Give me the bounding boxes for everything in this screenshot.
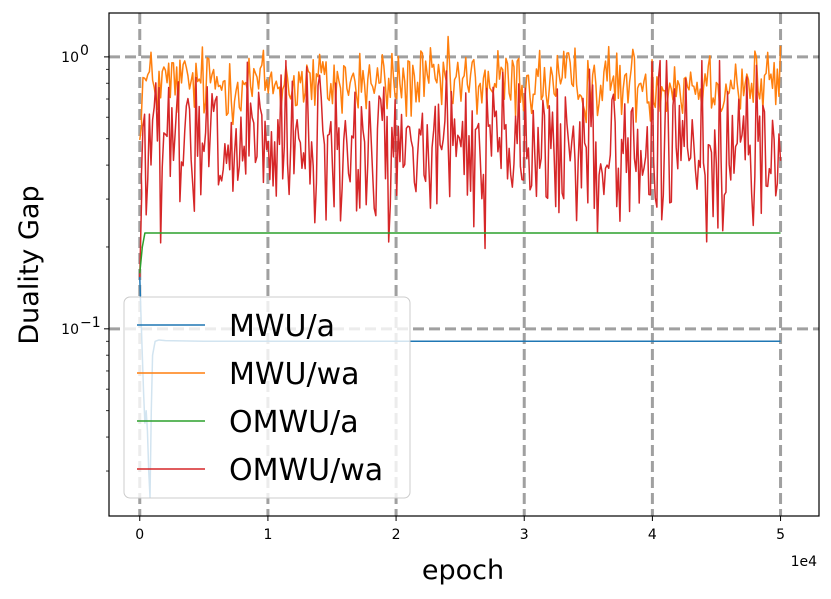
x-tick-label: 4 — [648, 527, 657, 543]
series-line-omwu-a — [139, 232, 781, 274]
x-axis-ticks: 0 1 2 3 4 5 — [135, 516, 785, 543]
series-line-mwu-wa — [139, 35, 782, 141]
y-tick-exponent: 0 — [80, 43, 89, 59]
y-tick-label: 10 — [61, 50, 79, 66]
legend-label: OMWU/a — [229, 405, 359, 440]
x-tick-label: 0 — [135, 527, 144, 543]
series-line-omwu-wa — [139, 59, 782, 279]
x-tick-label: 5 — [776, 527, 785, 543]
legend-label: OMWU/wa — [229, 453, 383, 488]
legend-label: MWU/wa — [229, 357, 360, 392]
legend-label: MWU/a — [229, 309, 335, 344]
legend: MWU/a MWU/wa OMWU/a OMWU/wa — [123, 296, 411, 499]
legend-box — [123, 296, 411, 499]
y-tick-exponent: −1 — [80, 315, 101, 331]
plot-frame — [108, 12, 820, 517]
y-axis-title: Duality Gap — [14, 185, 45, 344]
x-axis-offset-label: 1e4 — [791, 554, 818, 570]
x-tick-label: 1 — [263, 527, 272, 543]
y-tick-label: 10 — [61, 322, 79, 338]
x-tick-label: 3 — [520, 527, 529, 543]
x-tick-label: 2 — [392, 527, 401, 543]
x-axis-title: epoch — [422, 555, 504, 586]
